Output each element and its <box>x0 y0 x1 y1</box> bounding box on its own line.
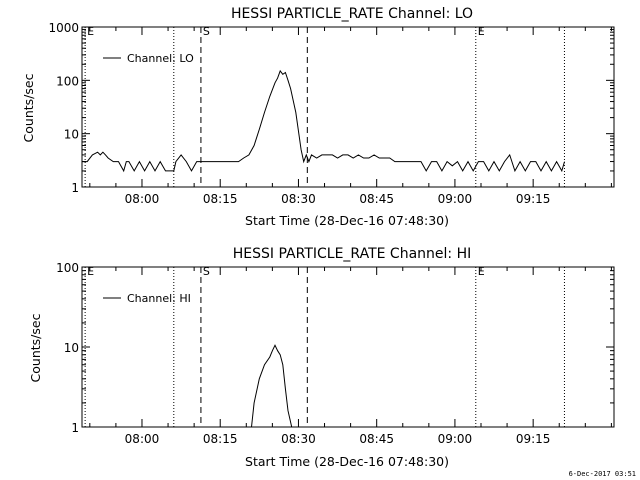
panel-lo-ytick-label: 1 <box>71 181 79 195</box>
panel-lo-ylabel: Counts/sec <box>21 73 36 142</box>
panel-hi-marker-label: E <box>478 265 485 278</box>
panel-hi-xtick-label: 08:00 <box>125 432 160 446</box>
panel-hi-xtick-label: 08:45 <box>359 432 394 446</box>
panel-lo-xtick-label: 08:15 <box>203 192 238 206</box>
panel-hi-legend-label: Channel: HI <box>127 292 191 305</box>
panel-hi-ytick-label: 10 <box>64 341 79 355</box>
panel-lo-xlabel: Start Time (28-Dec-16 07:48:30) <box>245 213 449 228</box>
panel-hi-xlabel: Start Time (28-Dec-16 07:48:30) <box>245 454 449 469</box>
panel-hi-xtick-label: 08:30 <box>281 432 316 446</box>
panel-hi-xtick-label: 08:15 <box>203 432 238 446</box>
panel-lo-xtick-label: 08:45 <box>359 192 394 206</box>
panel-lo-xtick-label: 08:30 <box>281 192 316 206</box>
footer-timestamp: 6-Dec-2017 03:51 <box>568 470 636 478</box>
panel-lo-xtick-label: 08:00 <box>125 192 160 206</box>
panel-hi-ylabel: Counts/sec <box>28 313 43 382</box>
panel-lo-axes-frame <box>81 26 615 188</box>
panel-lo-marker-label: E <box>478 25 485 38</box>
panel-lo-xtick-label: 09:00 <box>438 192 473 206</box>
panel-hi-xtick-label: 09:15 <box>516 432 551 446</box>
panel-lo-xtick-label: 09:15 <box>516 192 551 206</box>
panel-lo-series-line <box>82 69 565 173</box>
panel-lo-ytick-label: 100 <box>56 74 79 88</box>
panel-lo-marker-label: S <box>203 25 210 38</box>
panel-hi-ytick-label: 100 <box>56 261 79 275</box>
panel-lo-ytick-label: 10 <box>64 128 79 142</box>
panel-hi-ytick-label: 1 <box>71 421 79 435</box>
panel-hi-marker-label: S <box>203 265 210 278</box>
panel-lo: HESSI PARTICLE_RATE Channel: LO Start Ti… <box>21 6 615 228</box>
panel-hi-series-line <box>251 344 293 427</box>
panel-lo-title: HESSI PARTICLE_RATE Channel: LO <box>231 6 473 22</box>
panel-lo-marker-label: E <box>87 25 94 38</box>
panel-hi-xtick-label: 09:00 <box>438 432 473 446</box>
panel-lo-legend-label: Channel: LO <box>127 52 194 65</box>
panel-lo-ytick-label: 1000 <box>48 21 79 35</box>
panel-hi: HESSI PARTICLE_RATE Channel: HI Start Ti… <box>28 246 615 469</box>
panel-hi-axes-frame <box>81 266 615 428</box>
panel-hi-title: HESSI PARTICLE_RATE Channel: HI <box>233 246 471 262</box>
panel-hi-marker-label: E <box>87 265 94 278</box>
